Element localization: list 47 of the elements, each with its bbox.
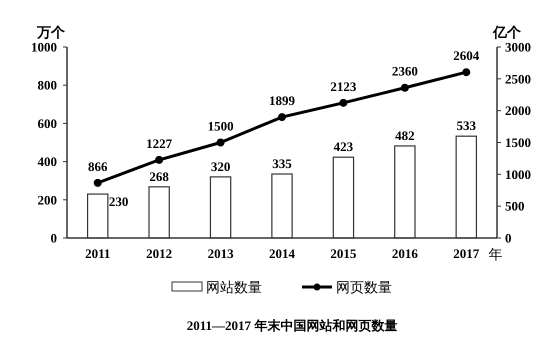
y2-tick-label: 500	[505, 198, 524, 214]
point	[278, 113, 286, 122]
y2-tick-label: 3000	[505, 40, 531, 54]
y2-tick-label: 1000	[505, 166, 531, 182]
data-label: 482	[395, 128, 415, 143]
point	[155, 156, 164, 164]
data-label: 1500	[208, 118, 234, 134]
data-label: 423	[334, 139, 354, 154]
data-label: 335	[272, 156, 292, 172]
y-tick-label: 1000	[31, 40, 57, 54]
point	[462, 68, 470, 76]
data-label: 268	[149, 168, 170, 184]
point	[216, 138, 225, 146]
x-tick-label: 2016	[392, 246, 418, 261]
x-tick-label: 2012	[146, 246, 172, 261]
y-tick-label: 400	[38, 154, 57, 170]
y-tick-label: 800	[38, 78, 57, 93]
x-axis-title: 年	[488, 247, 502, 263]
y2-axis-title: 亿个	[492, 25, 522, 41]
data-label: 533	[456, 118, 477, 134]
point	[400, 84, 409, 92]
y2-tick-label: 1500	[505, 135, 531, 150]
y-axis-title: 万个	[36, 25, 66, 41]
y2-tick-label: 0	[505, 230, 512, 246]
data-label: 320	[210, 158, 230, 174]
y-tick-label: 200	[38, 192, 57, 208]
x-tick-label: 2017	[453, 246, 480, 261]
legend-label: 网站数量	[206, 280, 262, 296]
y2-tick-label: 2000	[505, 103, 531, 118]
data-label: 2123	[330, 78, 357, 94]
x-tick-label: 2013	[208, 246, 234, 261]
point	[339, 98, 348, 107]
data-label: 230	[108, 194, 128, 210]
data-label: 1227	[146, 136, 173, 151]
text: 2011—2017 年末中国网站和网页数量	[186, 318, 398, 333]
x-tick-label: 2011	[85, 246, 110, 261]
point	[94, 178, 102, 187]
data-label: 2604	[453, 48, 480, 64]
legend-label: 网页数量	[336, 280, 392, 296]
data-label: 1899	[269, 93, 296, 108]
y-tick-label: 0	[50, 230, 57, 246]
y-tick-label: 600	[38, 116, 57, 131]
x-tick-label: 2014	[269, 246, 296, 261]
data-label: 2360	[392, 64, 418, 79]
y2-tick-label: 2500	[505, 71, 531, 86]
data-label: 866	[88, 158, 108, 174]
x-tick-label: 2015	[330, 246, 357, 261]
